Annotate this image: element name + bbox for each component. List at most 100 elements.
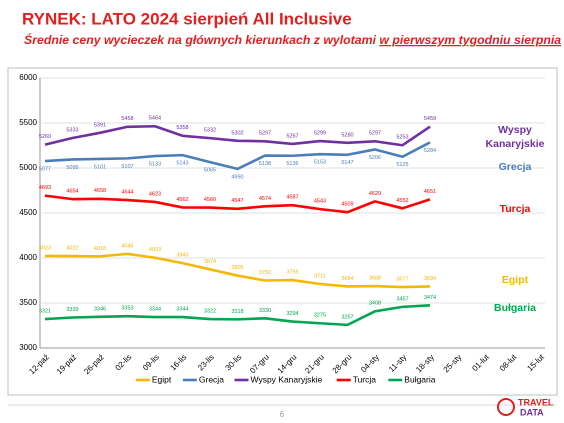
data-label: 5107 xyxy=(121,164,133,170)
series-line xyxy=(44,141,431,171)
data-label: 5458 xyxy=(121,116,133,122)
data-label: 3346 xyxy=(94,306,106,312)
data-label: 5095 xyxy=(66,165,78,171)
series-label: Egipt xyxy=(502,274,529,286)
data-label: 5101 xyxy=(94,164,106,170)
data-label: 4560 xyxy=(204,197,216,203)
data-label: 4018 xyxy=(94,246,106,252)
data-label: 4022 xyxy=(66,245,78,251)
data-label: 5332 xyxy=(204,128,216,134)
chart-title: RYNEK: LATO 2024 sierpień All Inclusive xyxy=(22,9,352,28)
legend-label: Turcja xyxy=(353,374,377,384)
data-label: 5297 xyxy=(369,131,381,137)
data-label: 5077 xyxy=(39,167,51,173)
data-label: 3294 xyxy=(286,311,298,317)
y-tick-label: 5000 xyxy=(19,163,37,172)
logo-top: TRAVEL xyxy=(518,397,554,407)
data-label: 5260 xyxy=(39,134,51,140)
data-label: 3755 xyxy=(286,270,298,276)
data-label: 5280 xyxy=(341,132,353,138)
legend-label: Bułgaria xyxy=(404,374,435,384)
data-label: 4693 xyxy=(39,185,51,191)
y-tick-label: 5500 xyxy=(19,118,37,127)
y-tick-label: 3500 xyxy=(19,298,37,307)
data-label: 4654 xyxy=(66,189,78,195)
data-label: 4509 xyxy=(341,202,353,208)
data-label: 3684 xyxy=(424,276,436,282)
series-line xyxy=(44,252,431,289)
series-label-text: Wyspy Kanaryjskie xyxy=(486,124,545,150)
data-label: 3750 xyxy=(259,270,271,276)
data-label: 3318 xyxy=(231,309,243,315)
chart-subtitle: Średnie ceny wycieczek na głównych kieru… xyxy=(24,32,561,47)
data-label: 3805 xyxy=(231,265,243,271)
data-label: 5153 xyxy=(314,160,326,166)
data-label: 3688 xyxy=(369,276,381,282)
data-label: 3339 xyxy=(66,307,78,313)
data-label: 5333 xyxy=(66,127,78,133)
data-label: 3408 xyxy=(369,301,381,307)
data-label: 4023 xyxy=(39,245,51,251)
data-label: 5391 xyxy=(94,122,106,128)
subtitle-text: Średnie ceny wycieczek na głównych kieru… xyxy=(24,32,379,47)
series-label: Turcja xyxy=(500,203,531,215)
series-label-text: Turcja xyxy=(500,203,531,215)
page-number: 6 xyxy=(280,410,285,419)
data-label: 5464 xyxy=(149,116,161,122)
data-label: 3474 xyxy=(424,295,436,301)
series-line xyxy=(44,124,431,147)
data-label: 3330 xyxy=(259,308,271,314)
legend-label: Egipt xyxy=(152,374,172,384)
data-label: 5299 xyxy=(314,131,326,137)
data-label: 5284 xyxy=(424,148,436,154)
data-label: 3257 xyxy=(341,314,353,320)
series-label-text: Grecja xyxy=(499,161,532,173)
data-label: 5136 xyxy=(286,161,298,167)
legend-label: Wyspy Kanaryjskie xyxy=(251,374,323,384)
data-label: 3344 xyxy=(149,306,161,312)
data-label: 4552 xyxy=(396,198,408,204)
subtitle-emphasis: w pierwszym tygodniu sierpnia xyxy=(379,33,561,47)
series-label-text: Egipt xyxy=(502,274,529,286)
y-tick-label: 4500 xyxy=(19,208,37,217)
data-label: 5253 xyxy=(396,135,408,141)
data-label: 4644 xyxy=(121,189,133,195)
data-label: 5133 xyxy=(149,161,161,167)
y-tick-label: 3000 xyxy=(19,343,37,352)
data-label: 3457 xyxy=(396,296,408,302)
data-label: 3353 xyxy=(121,306,133,312)
y-tick-label: 6000 xyxy=(19,73,37,82)
data-label: 5297 xyxy=(259,131,271,137)
data-label: 5138 xyxy=(259,161,271,167)
data-label: 3943 xyxy=(176,253,188,259)
data-label: 4574 xyxy=(259,196,271,202)
logo-ring xyxy=(497,398,515,416)
data-label: 4990 xyxy=(231,174,243,180)
data-label: 3322 xyxy=(204,308,216,314)
logo-bottom: DATA xyxy=(520,407,544,417)
series-label: Bułgaria xyxy=(494,302,536,314)
data-label: 3711 xyxy=(314,273,326,279)
data-label: 3344 xyxy=(176,306,188,312)
data-label: 5125 xyxy=(396,162,408,168)
data-label: 5147 xyxy=(341,160,353,166)
data-label: 5267 xyxy=(286,133,298,139)
data-label: 4658 xyxy=(94,188,106,194)
data-label: 4003 xyxy=(149,247,161,253)
chart-frame xyxy=(7,67,558,396)
data-label: 5358 xyxy=(176,125,188,131)
data-label: 4562 xyxy=(176,197,188,203)
series-label: Wyspy Kanaryjskie xyxy=(486,124,545,150)
legend-label: Grecja xyxy=(199,374,224,384)
data-label: 3677 xyxy=(396,277,408,283)
data-label: 5206 xyxy=(369,155,381,161)
data-label: 4547 xyxy=(231,198,243,204)
series-line xyxy=(44,194,431,214)
data-label: 3874 xyxy=(204,259,216,265)
data-label: 4623 xyxy=(149,191,161,197)
data-label: 3684 xyxy=(341,276,353,282)
data-label: 3275 xyxy=(314,313,326,319)
data-label: 5143 xyxy=(176,161,188,167)
series-label: Grecja xyxy=(499,161,532,173)
